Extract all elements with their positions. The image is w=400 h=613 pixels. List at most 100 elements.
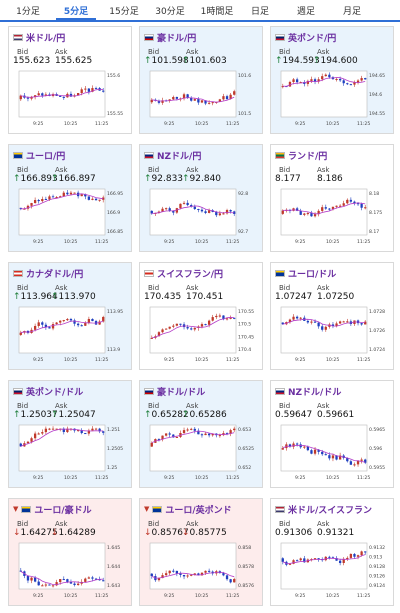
- mini-candlestick-chart[interactable]: 0.9132 0.913 0.9128 0.9126 0.9124 9:25 10:25 11…: [279, 541, 391, 603]
- flag-icon: [144, 269, 154, 277]
- candle-body: [182, 574, 186, 577]
- tab-daily[interactable]: 日足: [250, 7, 269, 17]
- mini-candlestick-chart[interactable]: 8.18 8.175 8.17 9:25 10:25 11:25: [279, 187, 391, 249]
- mini-candlestick-chart[interactable]: 166.95 166.9 166.85 9:25 10:25 11:25: [17, 187, 129, 249]
- rate-card[interactable]: 米ドル/スイスフラン Bid Ask 0.91306 0.91321 0.9132 0.91…: [270, 498, 394, 606]
- candle-body: [331, 324, 335, 327]
- x-tick-label: 10:25: [195, 121, 208, 127]
- arrow-up-icon: ↑: [313, 56, 321, 66]
- currency-pair-label[interactable]: ユーロ/円: [26, 151, 66, 162]
- candle-body: [338, 560, 342, 564]
- y-tick-label: 170.4: [238, 347, 251, 353]
- card-header: ランド/円: [275, 149, 328, 162]
- currency-pair-label[interactable]: 豪ドル/円: [157, 33, 197, 44]
- ask-label: Ask: [317, 284, 330, 292]
- mini-candlestick-chart[interactable]: 0.653 0.6525 0.652 9:25 10:25 11:25: [148, 423, 260, 485]
- currency-pair-label[interactable]: ユーロ/英ポンド: [165, 505, 232, 516]
- moving-average-line: [151, 316, 235, 339]
- candle-body: [150, 210, 153, 214]
- currency-pair-label[interactable]: NZドル/ドル: [288, 387, 342, 398]
- ask-value: ↑0.65286: [182, 410, 227, 420]
- arrow-up-icon: ↑: [182, 410, 190, 420]
- y-tick-label: 1.25: [107, 465, 117, 471]
- arrow-up-icon: ↑: [144, 174, 152, 184]
- currency-pair-label[interactable]: NZドル/円: [157, 151, 202, 162]
- mini-candlestick-chart[interactable]: 0.5965 0.596 0.5955 9:25 10:25 11:25: [279, 423, 391, 485]
- bid-label: Bid: [148, 48, 160, 56]
- candle-body: [172, 570, 175, 572]
- tab-30min[interactable]: 30分足: [155, 7, 185, 17]
- card-header: スイスフラン/円: [144, 267, 224, 280]
- rate-card[interactable]: 英ポンド/ドル Bid Ask ↑1.25037 ↑1.25047 1.251 1.2505…: [8, 380, 132, 488]
- x-tick-label: 11:25: [226, 593, 239, 599]
- candle-body: [200, 100, 204, 103]
- candle-body: [335, 323, 338, 327]
- mini-candlestick-chart[interactable]: 113.95 113.9 9:25 10:25 11:25: [17, 305, 129, 367]
- arrow-up-icon: ↑: [182, 56, 190, 66]
- mini-candlestick-chart[interactable]: 1.251 1.2505 1.25 9:25 10:25 11:25: [17, 423, 129, 485]
- currency-pair-label[interactable]: 英ポンド/ドル: [26, 387, 84, 398]
- tab-15min[interactable]: 15分足: [109, 7, 139, 17]
- candle-body: [102, 316, 105, 322]
- rate-card[interactable]: NZドル/ドル Bid Ask 0.59647 0.59661 0.5965 0.596 0.…: [270, 380, 394, 488]
- rate-card[interactable]: ▼ ユーロ/英ポンド Bid Ask ↓0.85767 ↓0.85775 0.858 0.85…: [139, 498, 263, 606]
- candle-body: [225, 575, 229, 580]
- rate-card[interactable]: 豪ドル/ドル Bid Ask ↑0.65282 ↑0.65286 0.653 0.6525 0…: [139, 380, 263, 488]
- candle-body: [211, 102, 214, 104]
- currency-pair-label[interactable]: 米ドル/円: [26, 33, 66, 44]
- candle-body: [87, 430, 91, 434]
- rate-card[interactable]: ユーロ/円 Bid Ask ↑166.893 ↑166.897 166.95 166.9 16…: [8, 144, 132, 252]
- mini-candlestick-chart[interactable]: 1.0728 1.0726 1.0724 9:25 10:25 11:25: [279, 305, 391, 367]
- currency-pair-label[interactable]: ランド/円: [288, 151, 328, 162]
- bid-label: Bid: [148, 166, 160, 174]
- tab-weekly[interactable]: 週足: [296, 7, 315, 17]
- currency-pair-label[interactable]: カナダドル/円: [26, 269, 84, 280]
- y-tick-label: 0.913: [369, 555, 382, 561]
- candle-body: [37, 200, 40, 202]
- rate-card[interactable]: 豪ドル/円 Bid Ask ↑101.598 ↑101.603 101.6 101.5 9:2…: [139, 26, 263, 134]
- rate-card[interactable]: ユーロ/ドル Bid Ask 1.07247 1.07250 1.0728 1.0726 1.…: [270, 262, 394, 370]
- candle-body: [229, 317, 232, 319]
- tab-monthly[interactable]: 月足: [342, 7, 361, 17]
- mini-candlestick-chart[interactable]: 170.55 170.5 170.45 170.4 9:25 10:25 11:25: [148, 305, 260, 367]
- candle-body: [91, 428, 94, 431]
- rate-card[interactable]: ランド/円 Bid Ask 8.177 8.186 8.18 8.175 8.17 9:25 10…: [270, 144, 394, 252]
- currency-pair-label[interactable]: 英ポンド/円: [288, 33, 337, 44]
- candle-body: [48, 428, 51, 430]
- currency-pair-label[interactable]: ユーロ/ドル: [288, 269, 337, 280]
- tab-1min[interactable]: 1分足: [16, 7, 40, 17]
- candle-body: [37, 581, 40, 586]
- rate-card[interactable]: 英ポンド/円 Bid Ask ↑194.593 ↑194.600 194.65 194.6 1…: [270, 26, 394, 134]
- x-tick-label: 11:25: [226, 357, 239, 363]
- mini-candlestick-chart[interactable]: 101.6 101.5 9:25 10:25 11:25: [148, 69, 260, 131]
- candle-body: [331, 455, 335, 459]
- mini-candlestick-chart[interactable]: 194.65 194.6 194.55 9:25 10:25 11:25: [279, 69, 391, 131]
- currency-pair-label[interactable]: スイスフラン/円: [157, 269, 224, 280]
- rate-card[interactable]: 米ドル/円 Bid Ask 155.623 155.625 155.6 155.55 9:25…: [8, 26, 132, 134]
- mini-candlestick-chart[interactable]: 155.6 155.55 9:25 10:25 11:25: [17, 69, 129, 131]
- candle-body: [349, 461, 353, 465]
- currency-pair-label[interactable]: 豪ドル/ドル: [157, 387, 206, 398]
- mini-candlestick-chart[interactable]: 92.8 92.7 9:25 10:25 11:25: [148, 187, 260, 249]
- currency-pair-label[interactable]: ユーロ/豪ドル: [34, 505, 92, 516]
- mini-candlestick-chart[interactable]: 0.858 0.8578 0.8576 9:25 10:25 11:25: [148, 541, 260, 603]
- ask-value: ↑92.840: [182, 174, 222, 184]
- tab-5min[interactable]: 5分足: [56, 4, 96, 20]
- x-tick-label: 11:25: [226, 121, 239, 127]
- card-header: 豪ドル/ドル: [144, 385, 206, 398]
- rate-card[interactable]: カナダドル/円 Bid Ask ↑113.964 ↑113.970 113.95 113.9…: [8, 262, 132, 370]
- currency-pair-label[interactable]: 米ドル/スイスフラン: [288, 505, 373, 516]
- candle-body: [91, 318, 94, 322]
- candle-body: [19, 332, 22, 335]
- rate-card[interactable]: NZドル/円 Bid Ask ↑92.833 ↑92.840 92.8 92.7 9:25 10…: [139, 144, 263, 252]
- candle-body: [41, 432, 44, 434]
- candle-body: [215, 315, 218, 318]
- rate-card[interactable]: ▼ ユーロ/豪ドル Bid Ask ↓1.64275 ↓1.64289 1.645 1.644…: [8, 498, 132, 606]
- candle-body: [218, 213, 222, 216]
- candle-body: [179, 573, 182, 575]
- mini-candlestick-chart[interactable]: 1.645 1.644 1.643 9:25 10:25 11:25: [17, 541, 129, 603]
- tab-1hour[interactable]: 1時間足: [200, 7, 234, 17]
- x-tick-label: 11:25: [226, 475, 239, 481]
- candle-body: [62, 320, 65, 322]
- rate-card[interactable]: スイスフラン/円 Bid Ask 170.435 170.451 170.55 170.5 1…: [139, 262, 263, 370]
